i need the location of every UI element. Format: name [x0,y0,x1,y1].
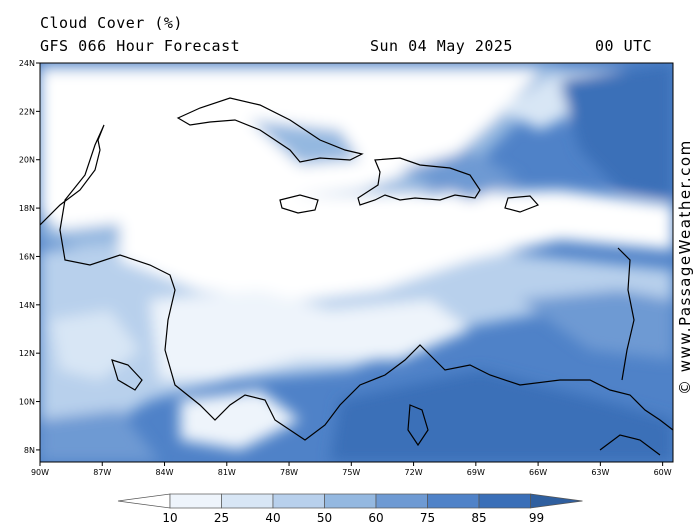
lat-label: 12N [19,349,35,358]
colorbar-swatch [324,493,377,509]
colorbar-label: 75 [420,511,435,525]
lon-label: 69W [467,468,485,477]
colorbar-swatch [221,493,274,509]
forecast-label: GFS 066 Hour Forecast [40,37,241,55]
colorbar-min-arrow [117,493,171,509]
longitude-axis: 90W 87W 84W 81W 78W 75W 72W 69W 66W 63W 60W [31,462,672,477]
colorbar-swatch [427,493,480,509]
lat-label: 22N [19,107,35,116]
latitude-axis: 24N 22N 20N 18N 16N 14N 12N 10N 8N [19,59,40,455]
lat-label: 14N [19,301,35,310]
lon-label: 63W [591,468,609,477]
colorbar-label: 99 [529,511,544,525]
lon-label: 84W [155,468,173,477]
lat-label: 24N [19,59,35,68]
lon-label: 81W [218,468,236,477]
colorbar-label: 85 [471,511,486,525]
forecast-date: Sun 04 May 2025 [370,37,513,55]
colorbar-swatch [272,493,325,509]
colorbar-label: 40 [265,511,280,525]
coastlines [40,97,673,456]
colorbar-max-arrow [530,493,583,509]
lat-label: 10N [19,398,35,407]
lat-label: 18N [19,204,35,213]
colorbar-label: 10 [162,511,177,525]
lon-label: 75W [342,468,360,477]
lon-label: 60W [654,468,672,477]
map-title: Cloud Cover (%) [40,14,183,32]
map-frame [39,62,674,463]
lon-label: 90W [31,468,49,477]
lat-label: 8N [24,446,35,455]
lon-label: 78W [280,468,298,477]
colorbar-swatch [375,493,428,509]
colorbar-label: 60 [368,511,383,525]
colorbar-swatch [478,493,531,509]
lon-label: 66W [529,468,547,477]
colorbar-label: 25 [214,511,229,525]
lon-label: 72W [405,468,423,477]
lon-label: 87W [93,468,111,477]
lat-label: 16N [19,252,35,261]
cloud-field [40,63,673,462]
colorbar-legend: 10 25 40 50 60 75 85 99 [117,493,583,525]
forecast-time: 00 UTC [595,37,653,55]
colorbar-label: 50 [317,511,332,525]
site-credit: © www.PassageWeather.com [676,139,694,395]
colorbar-swatch [169,493,222,509]
lat-label: 20N [19,156,35,165]
